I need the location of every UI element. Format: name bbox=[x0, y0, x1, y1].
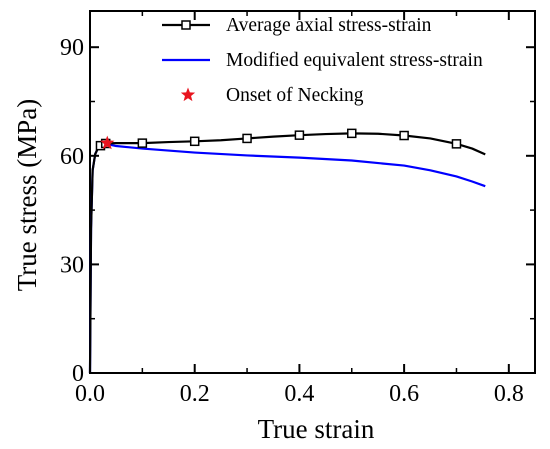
axis-ticks bbox=[89, 11, 535, 374]
x-tick-label: 0.6 bbox=[389, 381, 419, 407]
x-tick-label: 0.0 bbox=[75, 381, 105, 407]
curves bbox=[88, 132, 486, 374]
plot-frame bbox=[89, 10, 536, 374]
data-point-average-axial bbox=[242, 133, 252, 144]
plot-area-border bbox=[89, 10, 536, 374]
data-point-average-axial bbox=[137, 138, 148, 148]
legend-symbol-average-axial bbox=[162, 20, 210, 30]
data-point-average-axial bbox=[294, 130, 305, 140]
data-point-average-axial bbox=[347, 128, 357, 139]
data-point-average-axial bbox=[189, 136, 200, 147]
legend-symbol-onset-necking bbox=[180, 87, 196, 102]
y-axis-title: True stress (MPa) bbox=[12, 99, 42, 292]
legend-label-average-axial: Average axial stress-strain bbox=[226, 15, 432, 36]
series-line-modified-equivalent bbox=[88, 142, 486, 374]
legend: Average axial stress-strain Modified equ… bbox=[162, 15, 483, 106]
data-point-onset-necking bbox=[100, 135, 115, 150]
x-tick-label: 0.8 bbox=[494, 381, 524, 407]
data-point-average-axial bbox=[451, 139, 462, 149]
legend-label-onset-necking: Onset of Necking bbox=[226, 85, 364, 106]
markers bbox=[95, 128, 462, 151]
x-tick-label: 0.4 bbox=[284, 381, 314, 407]
legend-label-modified-equivalent: Modified equivalent stress-strain bbox=[226, 50, 483, 71]
legend-marker-onset-necking bbox=[180, 87, 196, 102]
y-tick-label: 90 bbox=[60, 35, 84, 61]
tick-labels: 0.0 0.2 0.4 0.6 0.8 0 30 60 90 bbox=[60, 35, 524, 407]
y-tick-label: 0 bbox=[72, 361, 84, 387]
y-tick-label: 60 bbox=[60, 144, 84, 170]
data-point-average-axial bbox=[399, 130, 409, 141]
y-tick-label: 30 bbox=[60, 252, 84, 278]
x-axis-title: True strain bbox=[258, 414, 375, 444]
x-tick-label: 0.2 bbox=[180, 381, 210, 407]
legend-marker-average-axial bbox=[181, 20, 191, 30]
